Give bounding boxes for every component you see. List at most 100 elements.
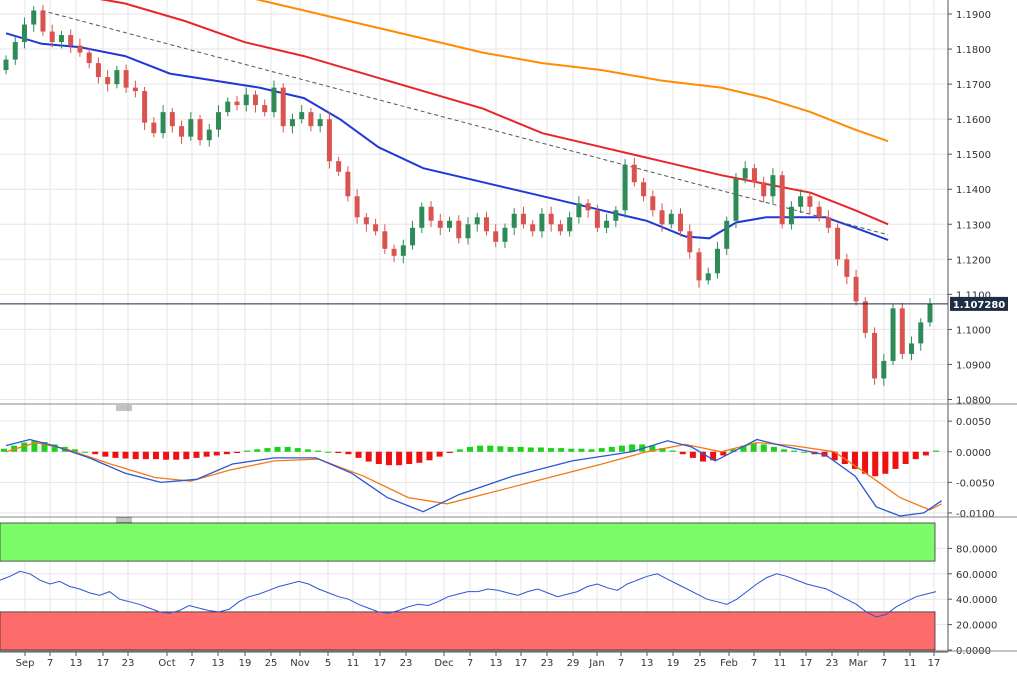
candle-body	[881, 360, 887, 379]
y-tick-label: 1.1500	[956, 150, 991, 161]
candle-body	[807, 196, 813, 207]
price-panel	[0, 0, 948, 386]
macd-histogram-bar	[618, 445, 625, 452]
macd-signal-line	[5, 441, 942, 511]
candle-body	[142, 91, 148, 123]
x-tick-label: Jan	[588, 658, 604, 669]
x-tick-label: 13	[490, 658, 503, 669]
candle-body	[243, 94, 249, 106]
candle-body	[68, 35, 74, 46]
y-tick-label: 1.1900	[956, 10, 991, 21]
x-tick-label: 7	[751, 658, 757, 669]
macd-histogram-bar	[750, 443, 757, 452]
candle-body	[58, 35, 64, 43]
candle-body	[123, 70, 129, 88]
macd-histogram-bar	[41, 441, 48, 452]
candle-body	[86, 52, 92, 64]
candle-body	[271, 87, 277, 113]
candle-body	[650, 196, 656, 211]
candle-body	[742, 168, 748, 179]
x-tick-label: 29	[567, 658, 580, 669]
candle-body	[49, 31, 55, 43]
macd-histogram-bar	[21, 442, 28, 452]
macd-histogram-bar	[112, 451, 119, 458]
candle-body	[502, 227, 508, 242]
candle-body	[493, 231, 499, 242]
candle-body	[216, 112, 222, 130]
candle-body	[622, 164, 628, 211]
candle-body	[21, 24, 27, 43]
x-tick-label: 11	[904, 658, 917, 669]
macd-histogram-bar	[467, 446, 473, 452]
candle-body	[410, 227, 416, 246]
y-tick-label: 1.1300	[956, 220, 991, 231]
candle-body	[705, 273, 711, 281]
y-tick-label: -0.0100	[956, 509, 995, 520]
macd-histogram-bar	[791, 450, 798, 452]
macd-line	[5, 438, 943, 517]
macd-histogram-bar	[365, 451, 372, 462]
candle-body	[798, 196, 804, 207]
macd-histogram-bar	[173, 451, 180, 460]
macd-histogram-bar	[183, 451, 190, 460]
candle-body	[206, 129, 212, 141]
candle-body	[308, 112, 314, 127]
macd-histogram-bar	[669, 450, 676, 452]
y-tick-label: 1.0800	[956, 395, 991, 406]
trendline	[41, 10, 889, 236]
candle-body	[696, 252, 702, 281]
x-tick-label: Mar	[849, 658, 869, 669]
macd-histogram-bar	[517, 446, 524, 452]
macd-histogram-bar	[902, 451, 909, 464]
y-tick-label: 40.0000	[956, 595, 997, 606]
candle-body	[585, 203, 591, 211]
last-price-badge	[950, 296, 1008, 311]
macd-histogram-bar	[700, 451, 706, 462]
macd-histogram-bar	[355, 451, 362, 458]
macd-histogram-bar	[730, 449, 737, 452]
candle-body	[751, 168, 757, 183]
x-tick-label: 17	[928, 658, 941, 669]
candle-body	[594, 210, 600, 228]
macd-histogram-bar	[649, 445, 656, 452]
candle-body	[576, 203, 582, 218]
candle-body	[483, 217, 489, 232]
x-tick-label: Sep	[16, 658, 35, 669]
macd-histogram-bar	[527, 447, 534, 452]
panel-resize-handle[interactable]	[116, 405, 132, 411]
x-tick-label: 11	[347, 658, 360, 669]
candle-body	[419, 206, 425, 228]
candle-body	[816, 206, 822, 218]
macd-histogram-bar	[497, 446, 504, 452]
macd-histogram-bar	[710, 451, 717, 461]
x-tick-label: 23	[541, 658, 554, 669]
candle-body	[447, 220, 453, 228]
rsi-line	[0, 570, 937, 618]
macd-histogram-bar	[294, 448, 301, 452]
candle-body	[733, 178, 739, 221]
candle-body	[844, 259, 850, 277]
macd-histogram-bar	[51, 444, 58, 452]
macd-histogram-bar	[487, 445, 494, 452]
macd-histogram-bar	[284, 446, 291, 452]
candle-body	[641, 182, 647, 197]
candle-body	[400, 245, 406, 256]
macd-histogram-bar	[477, 445, 484, 452]
macd-histogram-bar	[315, 450, 322, 452]
candle-body	[668, 213, 674, 225]
x-tick-label: 19	[239, 658, 252, 669]
candle-body	[714, 248, 720, 274]
x-tick-label: 13	[70, 658, 83, 669]
rsi-panel	[0, 522, 937, 651]
candle-body	[363, 217, 369, 225]
candle-body	[659, 210, 665, 225]
macd-histogram-bar	[304, 449, 311, 452]
macd-histogram-bar	[254, 449, 261, 452]
x-tick-label: 7	[47, 658, 53, 669]
macd-histogram-bar	[82, 451, 89, 453]
ma-slow-line	[254, 0, 889, 143]
panel-resize-handle[interactable]	[116, 517, 132, 523]
ma-mid-line	[5, 32, 889, 241]
candle-body	[770, 175, 776, 197]
macd-histogram-bar	[740, 445, 747, 452]
